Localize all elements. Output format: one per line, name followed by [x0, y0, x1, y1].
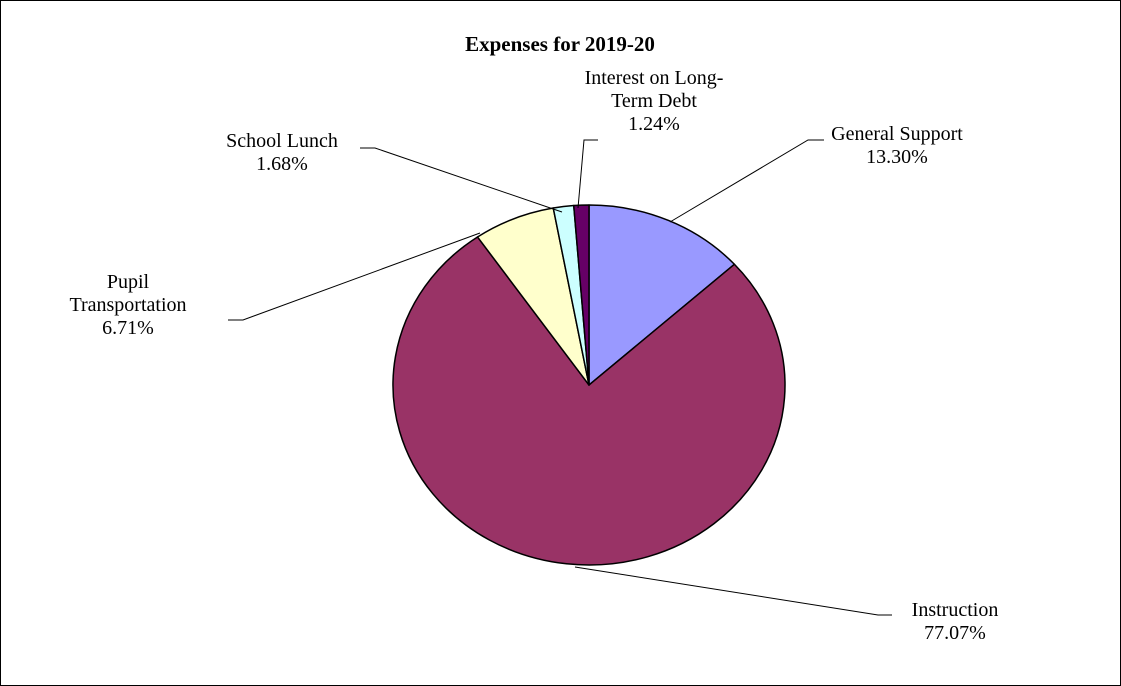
slice-category-label: Instruction — [912, 599, 999, 621]
slice-value-label: 1.24% — [628, 113, 680, 135]
slice-value-label: 1.68% — [256, 153, 308, 175]
slice-category-label: General Support — [831, 123, 963, 145]
slice-category-label: Interest on Long- — [585, 67, 724, 89]
slice-value-label: 13.30% — [866, 146, 928, 168]
slice-value-label: 77.07% — [924, 622, 986, 644]
leader-line — [360, 147, 563, 213]
leader-line — [577, 139, 598, 209]
leader-line — [669, 139, 824, 223]
leader-line — [574, 566, 892, 616]
pie-slice-instruction — [392, 236, 786, 566]
slice-value-label: 6.71% — [102, 317, 154, 339]
pie-slice-interest-on-long-term-debt — [572, 204, 590, 386]
slice-category-label: School Lunch — [226, 130, 338, 152]
chart-title: Expenses for 2019-20 — [465, 32, 655, 56]
pie-slice-general-support — [588, 204, 736, 386]
slice-category-label: Pupil — [107, 271, 150, 293]
leader-line — [228, 232, 481, 321]
slice-category-label: Term Debt — [611, 90, 697, 112]
slice-category-label: Transportation — [69, 294, 186, 316]
